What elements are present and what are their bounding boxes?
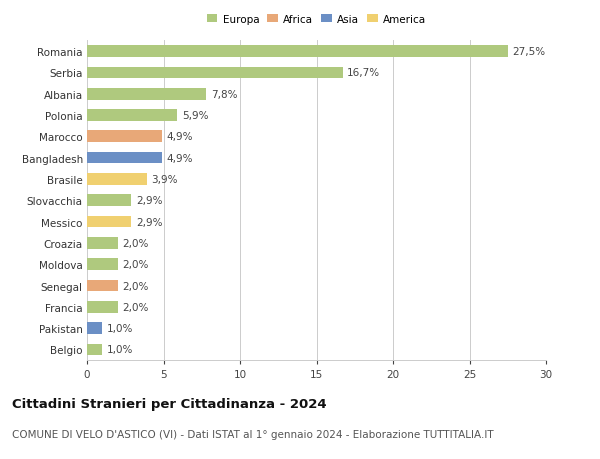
Bar [87,301,118,313]
Bar [87,89,206,101]
Bar [87,195,131,207]
Text: 1,0%: 1,0% [107,345,133,355]
Bar [87,110,177,122]
Text: COMUNE DI VELO D'ASTICO (VI) - Dati ISTAT al 1° gennaio 2024 - Elaborazione TUTT: COMUNE DI VELO D'ASTICO (VI) - Dati ISTA… [12,429,494,439]
Text: 2,9%: 2,9% [136,196,163,206]
Bar [87,131,162,143]
Bar [87,174,146,185]
Text: 4,9%: 4,9% [167,153,193,163]
Text: 4,9%: 4,9% [167,132,193,142]
Text: 2,0%: 2,0% [122,302,149,312]
Bar [87,280,118,292]
Text: Cittadini Stranieri per Cittadinanza - 2024: Cittadini Stranieri per Cittadinanza - 2… [12,397,326,410]
Bar [87,152,162,164]
Text: 16,7%: 16,7% [347,68,380,78]
Text: 2,0%: 2,0% [122,238,149,248]
Text: 2,0%: 2,0% [122,260,149,269]
Text: 2,9%: 2,9% [136,217,163,227]
Bar [87,216,131,228]
Bar [87,259,118,270]
Text: 2,0%: 2,0% [122,281,149,291]
Legend: Europa, Africa, Asia, America: Europa, Africa, Asia, America [207,15,426,25]
Bar [87,46,508,58]
Bar [87,67,343,79]
Text: 3,9%: 3,9% [151,174,178,185]
Bar [87,323,102,334]
Text: 1,0%: 1,0% [107,324,133,333]
Bar [87,237,118,249]
Text: 7,8%: 7,8% [211,90,238,100]
Text: 27,5%: 27,5% [512,47,545,57]
Bar [87,344,102,356]
Text: 5,9%: 5,9% [182,111,208,121]
